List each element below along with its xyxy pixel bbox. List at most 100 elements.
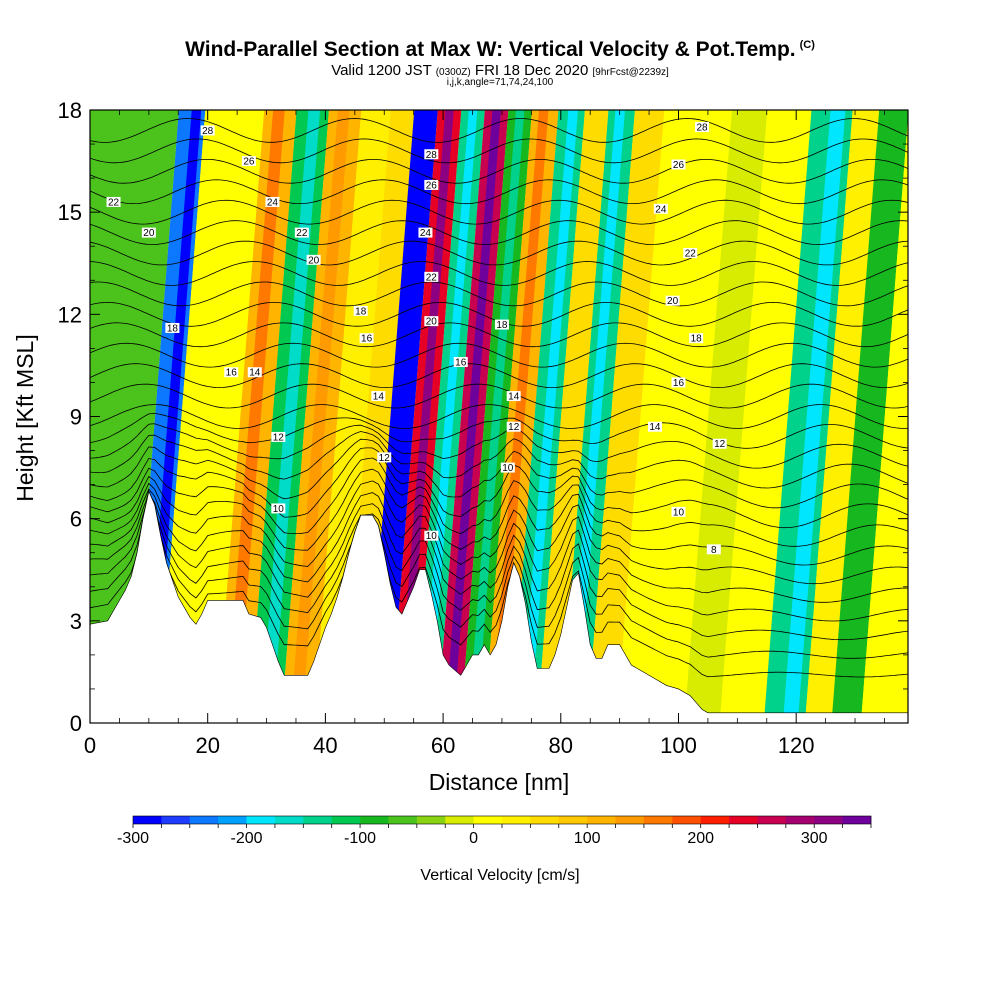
theta-contour — [90, 490, 908, 641]
velocity-column-core — [290, 110, 350, 723]
y-tick-label: 9 — [70, 405, 82, 430]
theta-contour — [90, 159, 908, 184]
theta-contour — [90, 490, 908, 622]
contour-label: 22 — [108, 197, 120, 208]
contour-label-bg — [424, 316, 439, 327]
theta-contour — [90, 220, 908, 245]
contour-label: 12 — [714, 439, 726, 450]
velocity-column-core — [260, 110, 321, 723]
contour-label: 24 — [267, 197, 279, 208]
velocity-column — [537, 110, 609, 723]
contour-label: 26 — [673, 160, 685, 171]
valid-prefix: Valid 1200 JST — [331, 62, 432, 79]
contour-label-bg — [424, 149, 439, 160]
x-tick-label: 80 — [549, 733, 573, 758]
chart-title: Wind-Parallel Section at Max W: Vertical… — [0, 38, 1000, 62]
theta-contour — [90, 383, 908, 409]
x-tick-label: 60 — [431, 733, 455, 758]
contour-label-bg — [424, 271, 439, 282]
colorbar-swatch — [785, 816, 815, 824]
contour-label: 26 — [243, 157, 255, 168]
colorbar-tick-label: -200 — [231, 830, 263, 847]
colorbar-swatch — [161, 816, 191, 824]
velocity-column-core — [374, 110, 431, 723]
contour-label: 22 — [296, 228, 308, 239]
contour-label-bg — [712, 438, 727, 449]
velocity-column — [184, 110, 265, 723]
colorbar-swatch — [473, 816, 503, 824]
contour-label-bg — [241, 156, 256, 167]
contour-label: 10 — [673, 507, 685, 518]
velocity-column — [831, 110, 908, 723]
colorbar-swatch — [274, 816, 304, 824]
contour-label-bg — [453, 357, 468, 368]
contour-label-bg — [424, 530, 439, 541]
colorbar-swatch — [615, 816, 645, 824]
contour-label: 28 — [426, 150, 438, 161]
y-tick-label: 3 — [70, 609, 82, 634]
contour-label: 14 — [373, 392, 385, 403]
colorbar-swatch — [757, 816, 787, 824]
contour-label: 20 — [667, 296, 679, 307]
contour-label-bg — [494, 319, 509, 330]
theta-contours — [90, 118, 908, 678]
y-tick-label: 0 — [70, 711, 82, 736]
contour-label-bg — [271, 431, 286, 442]
valid-date: FRI 18 Dec 2020 — [474, 62, 589, 79]
theta-contour — [90, 431, 908, 489]
colorbar-tick-label: -300 — [117, 830, 149, 847]
contour-label: 20 — [426, 317, 438, 328]
velocity-column — [157, 110, 232, 723]
valid-utc: (0300Z) — [435, 67, 471, 78]
theta-contour — [90, 138, 908, 164]
theta-contour — [90, 179, 908, 205]
contour-label: 16 — [673, 378, 685, 389]
contour-label-bg — [377, 452, 392, 463]
contour-label-bg — [418, 227, 433, 238]
velocity-column — [313, 110, 391, 723]
contour-label-bg — [424, 179, 439, 190]
colorbar-swatch — [303, 816, 332, 824]
contour-label: 18 — [167, 323, 179, 334]
contour-label: 10 — [502, 463, 514, 474]
forecast-info: [9hrFcst@2239z] — [592, 67, 669, 78]
y-tick-label: 6 — [70, 507, 82, 532]
colorbar-tick-label: 0 — [469, 830, 478, 847]
contour-label: 14 — [249, 368, 261, 379]
colorbar-title: Vertical Velocity [cm/s] — [420, 867, 579, 884]
colorbar-swatch — [246, 816, 276, 824]
contour-label-bg — [353, 305, 368, 316]
theta-contour — [90, 490, 908, 659]
axes: 0 20 40 60 80 100 120 0 3 6 9 12 15 18 — [58, 98, 908, 758]
contour-label-bg — [294, 227, 309, 238]
theta-contour — [90, 261, 908, 286]
contour-label-bg — [359, 333, 374, 344]
contour-label: 20 — [143, 228, 155, 239]
colorbar-swatch — [530, 816, 560, 824]
velocity-column — [90, 110, 179, 723]
contour-label: 10 — [426, 531, 438, 542]
contour-label-bg — [500, 462, 515, 473]
theta-contour — [90, 490, 908, 678]
velocity-column-core — [444, 110, 501, 723]
contour-label-bg — [271, 503, 286, 514]
contour-label: 8 — [711, 545, 717, 556]
theta-contour — [90, 438, 908, 509]
velocity-column — [805, 110, 880, 723]
x-axis-title: Distance [nm] — [429, 769, 570, 795]
theta-contour-labels: 28 26 22 24 22 20 20 18 16 14 12 10 18 16 14 12 28 26 24 22… — [106, 122, 727, 556]
x-tick-label: 100 — [660, 733, 697, 758]
contour-label-bg — [689, 333, 704, 344]
velocity-column-core — [782, 110, 846, 723]
contour-label: 20 — [308, 255, 320, 266]
colorbar-swatch — [842, 816, 872, 824]
contour-label: 10 — [273, 504, 285, 515]
theta-contour — [90, 281, 908, 307]
contour-label-bg — [506, 391, 521, 402]
colorbar-tick-label: -100 — [344, 830, 376, 847]
contour-label-bg — [371, 391, 386, 402]
y-axis-title: Height [Kft MSL] — [12, 334, 38, 501]
colorbar-swatch — [814, 816, 843, 824]
contour-label: 12 — [273, 432, 285, 443]
